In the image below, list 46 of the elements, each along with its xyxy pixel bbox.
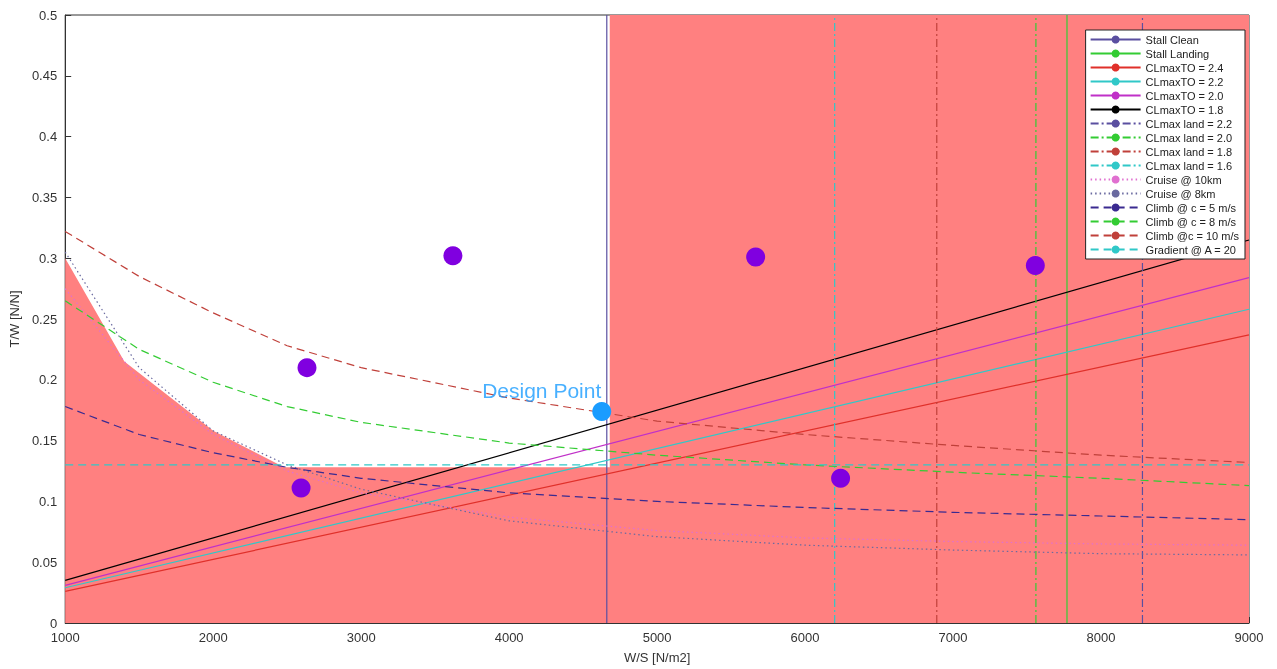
legend-label: CLmaxTO = 2.0 [1145, 89, 1224, 102]
point [1025, 256, 1045, 275]
x-tick-label: 7000 [938, 630, 968, 645]
point [592, 401, 612, 421]
legend-label: CLmax land = 2.2 [1145, 117, 1233, 130]
y-axis-title: T/W [N/N] [7, 290, 22, 348]
y-tick-label: 0.35 [31, 189, 58, 205]
legend-label: Gradient @ A = 20 [1145, 243, 1236, 256]
legend-label: Cruise @ 8km [1145, 187, 1216, 200]
y-tick-label: 0.45 [31, 68, 58, 84]
y-tick-label: 0 [49, 615, 58, 631]
x-tick-label: 3000 [346, 630, 376, 645]
x-tick-label: 6000 [790, 630, 820, 645]
x-tick-label: 5000 [642, 630, 672, 645]
point [746, 247, 766, 267]
point [443, 246, 463, 266]
x-tick-label: 8000 [1086, 630, 1116, 645]
x-tick-label: 1000 [50, 630, 80, 645]
y-tick-label: 0.25 [31, 311, 58, 327]
legend-label: CLmax land = 1.8 [1145, 145, 1233, 158]
point [291, 478, 311, 498]
legend-label: Climb @ c = 8 m/s [1145, 215, 1237, 228]
legend-label: Stall Landing [1145, 47, 1210, 60]
point [297, 358, 317, 378]
legend-label: CLmaxTO = 2.4 [1145, 61, 1224, 74]
legend-label: Climb @c = 10 m/s [1145, 229, 1240, 242]
annotation: Design Point [482, 378, 602, 402]
y-tick-label: 0.05 [31, 554, 58, 570]
y-tick-label: 0.5 [39, 7, 58, 23]
x-axis-title: W/S [N/m2] [623, 650, 691, 665]
legend-label: CLmax land = 1.6 [1145, 159, 1233, 172]
legend-label: Stall Clean [1145, 33, 1199, 46]
legend-label: Climb @ c = 5 m/s [1145, 201, 1237, 214]
legend-label: CLmaxTO = 2.2 [1145, 75, 1224, 88]
x-tick-label: 4000 [494, 630, 524, 645]
y-tick-label: 0.4 [39, 129, 58, 145]
legend-label: CLmaxTO = 1.8 [1145, 103, 1224, 116]
x-tick-label: 2000 [198, 630, 228, 645]
y-tick-label: 0.3 [39, 250, 58, 266]
x-tick-label: 9000 [1234, 630, 1264, 645]
legend-label: Cruise @ 10km [1145, 173, 1222, 186]
point [831, 468, 851, 488]
legend-label: CLmax land = 2.0 [1145, 131, 1233, 144]
y-tick-label: 0.1 [39, 493, 58, 509]
y-tick-label: 0.2 [39, 372, 58, 388]
y-tick-label: 0.15 [31, 433, 58, 449]
